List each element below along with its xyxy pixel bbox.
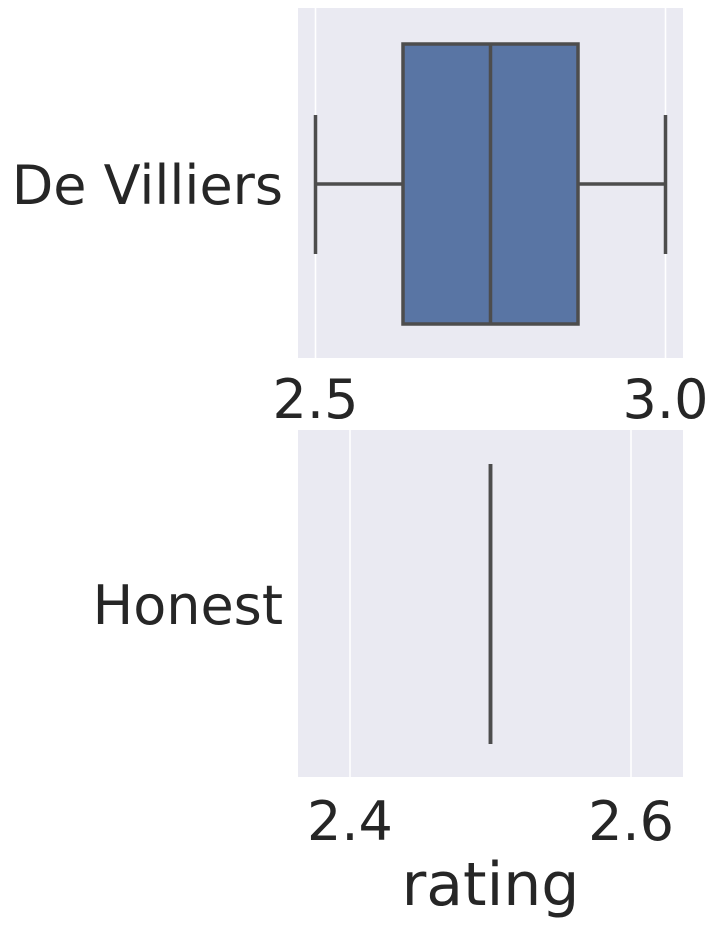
x-tick-label: 3.0 [623,368,709,431]
category-label: Honest [93,574,283,637]
x-tick-labels: 2.4 2.6 [307,790,674,853]
x-tick-label: 2.6 [588,790,674,853]
category-label: De Villiers [12,154,283,217]
boxplot [313,42,668,326]
x-axis-title: rating [402,850,580,920]
x-tick-labels: 2.5 3.0 [273,368,709,431]
x-tick-label: 2.4 [307,790,393,853]
gridlines [349,430,632,777]
panel-de-villiers: De Villiers 2.5 3.0 [12,8,709,431]
panel-honest: Honest 2.4 2.6 rating [93,430,683,920]
x-tick-label: 2.5 [273,368,359,431]
